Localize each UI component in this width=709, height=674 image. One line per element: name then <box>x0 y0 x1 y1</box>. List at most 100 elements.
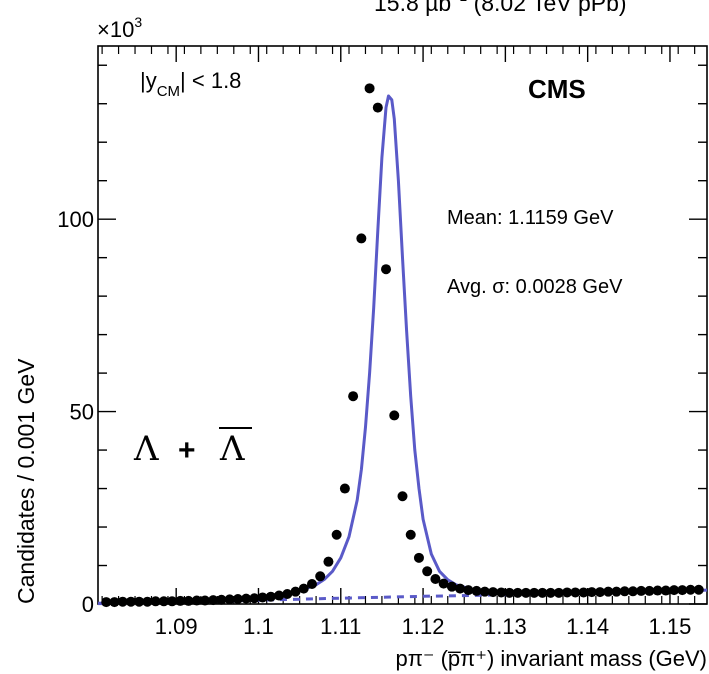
data-point <box>306 578 317 589</box>
cms-label: CMS <box>528 74 586 104</box>
sigma-label: Avg. σ: 0.0028 GeV <box>447 276 623 298</box>
data-point <box>611 586 622 597</box>
mean-label: Mean: 1.1159 GeV <box>447 207 614 229</box>
x-tick-label: 1.14 <box>566 614 609 639</box>
data-point <box>339 483 350 494</box>
data-point <box>232 593 243 604</box>
rapidity-cut: | < 1.8 <box>180 68 241 93</box>
data-point <box>570 587 581 598</box>
data-point <box>199 595 210 606</box>
data-point <box>125 596 136 607</box>
data-point <box>660 585 671 596</box>
data-point <box>158 596 169 607</box>
data-point <box>529 587 540 598</box>
data-point <box>488 587 499 598</box>
data-point <box>397 491 408 502</box>
data-point <box>224 594 235 605</box>
lumi-exp: −1 <box>451 0 467 4</box>
y-multiplier-base: ×10 <box>97 17 134 42</box>
data-point <box>413 552 424 563</box>
data-point <box>117 596 128 607</box>
x-tick-label: 1.13 <box>484 614 527 639</box>
data-point <box>479 586 490 597</box>
lumi-unit: µb <box>425 0 451 16</box>
x-tick-label: 1.12 <box>402 614 445 639</box>
data-point <box>101 597 112 608</box>
x-tick-label: 1.15 <box>649 614 692 639</box>
data-point <box>430 573 441 584</box>
rapidity-label: |yCM| < 1.8 <box>140 68 241 100</box>
data-point <box>677 585 688 596</box>
data-point <box>167 596 178 607</box>
data-point <box>290 586 301 597</box>
data-point <box>364 83 375 94</box>
data-point <box>438 578 449 589</box>
data-point <box>669 585 680 596</box>
data-point <box>578 587 589 598</box>
x-tick-label: 1.09 <box>155 614 198 639</box>
y-multiplier: ×103 <box>97 14 142 42</box>
data-point <box>331 529 342 540</box>
lumi-energy: (8.02 TeV pPb) <box>474 0 627 16</box>
data-point <box>627 586 638 597</box>
data-point <box>652 585 663 596</box>
y-multiplier-exp: 3 <box>134 14 142 30</box>
data-point <box>405 529 416 540</box>
y-axis-label: Candidates / 0.001 GeV <box>13 358 39 604</box>
data-points-layer <box>101 83 704 608</box>
data-point <box>636 585 647 596</box>
data-point <box>249 593 260 604</box>
data-point <box>142 596 153 607</box>
data-point <box>150 596 161 607</box>
particle-lambda: Λ <box>133 429 159 469</box>
particle-antilambda: Λ <box>219 429 245 469</box>
x-tick-label: 1.11 <box>320 614 361 639</box>
data-point <box>685 584 696 595</box>
data-point <box>603 586 614 597</box>
data-point <box>315 571 326 582</box>
data-point <box>348 391 359 402</box>
data-point <box>381 264 392 275</box>
data-point <box>282 588 293 599</box>
data-point <box>693 584 704 595</box>
data-point <box>274 590 285 601</box>
data-point <box>389 410 400 421</box>
data-point <box>241 593 252 604</box>
y-tick-label: 50 <box>70 400 94 425</box>
data-point <box>175 595 186 606</box>
data-point <box>619 586 630 597</box>
data-point <box>191 595 202 606</box>
data-point <box>471 585 482 596</box>
data-point <box>455 583 466 594</box>
data-point <box>356 233 367 244</box>
data-point <box>463 585 474 596</box>
data-point <box>422 566 433 577</box>
data-point <box>595 587 606 598</box>
y-tick-label: 0 <box>82 592 94 617</box>
x-tick-label: 1.1 <box>243 614 274 639</box>
data-point <box>109 597 120 608</box>
data-point <box>134 596 145 607</box>
data-point <box>545 587 556 598</box>
fit-layer <box>97 94 708 605</box>
signal-fit-line <box>97 94 708 605</box>
data-point <box>537 587 548 598</box>
data-point <box>265 591 276 602</box>
data-point <box>512 587 523 598</box>
data-point <box>496 587 507 598</box>
x-axis-label: pπ⁻ (p̅π⁺) invariant mass (GeV) <box>395 646 707 671</box>
lumi-text: 15.8 µb−1 (8.02 TeV pPb) <box>374 0 627 16</box>
data-point <box>504 587 515 598</box>
data-point <box>553 587 564 598</box>
data-point <box>446 581 457 592</box>
data-point <box>257 592 268 603</box>
axis-tick-labels: 1.09 1.1 1.11 1.12 1.13 1.14 1.15 0 50 100 <box>57 207 691 639</box>
data-point <box>562 587 573 598</box>
rapidity-sub: CM <box>157 83 180 100</box>
data-point <box>644 585 655 596</box>
plot-frame <box>97 45 708 605</box>
axis-ticks <box>98 46 707 605</box>
data-point <box>298 583 309 594</box>
y-tick-label: 100 <box>57 207 94 232</box>
